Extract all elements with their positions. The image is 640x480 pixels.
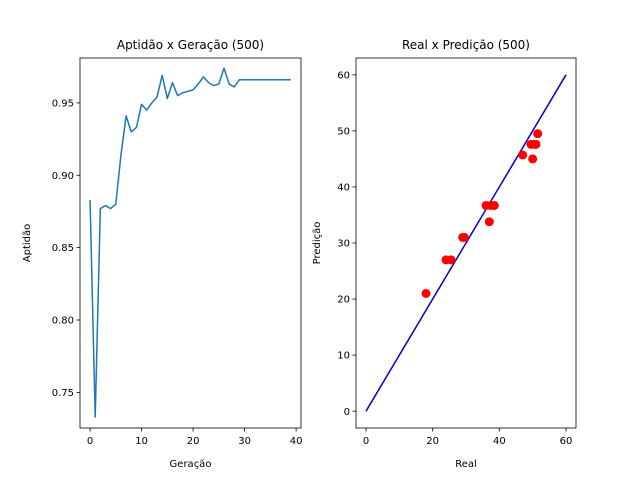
y-tick-label: 0.85	[52, 243, 74, 254]
fitness-chart-ylabel: Aptidão	[22, 224, 33, 262]
x-tick-label: 20	[426, 436, 439, 447]
y-tick-label: 30	[337, 239, 350, 250]
fitness-chart-title: Aptidão x Geração (500)	[117, 38, 264, 52]
scatter-point	[528, 154, 538, 164]
scatter-point	[446, 255, 456, 265]
x-tick-label: 0	[87, 436, 93, 447]
y-tick-label: 0.75	[52, 388, 74, 399]
y-tick-label: 20	[337, 295, 350, 306]
scatter-point	[484, 217, 494, 227]
scatter-point	[533, 129, 543, 139]
fitness-series-line	[89, 67, 291, 418]
x-tick-label: 0	[363, 436, 369, 447]
scatter-point	[421, 288, 431, 298]
y-tick-label: 10	[337, 351, 350, 362]
y-tick-label: 0.95	[52, 98, 74, 109]
y-tick-label: 60	[337, 70, 350, 81]
scatter-point	[531, 139, 541, 149]
y-tick-label: 40	[337, 183, 350, 194]
y-tick-label: 0	[344, 407, 350, 418]
x-tick-label: 40	[290, 436, 303, 447]
scatter-point	[518, 150, 528, 160]
reference-line	[365, 74, 567, 412]
y-tick-label: 0.90	[52, 171, 74, 182]
fitness-chart-frame	[79, 57, 302, 429]
x-tick-label: 20	[187, 436, 200, 447]
scatter-point	[459, 232, 469, 242]
x-tick-label: 30	[238, 436, 251, 447]
prediction-chart-frame	[355, 57, 577, 429]
x-tick-label: 10	[135, 436, 148, 447]
x-tick-label: 40	[493, 436, 506, 447]
prediction-chart-ylabel: Predição	[312, 222, 323, 265]
y-tick-label: 50	[337, 126, 350, 137]
prediction-chart-title: Real x Predição (500)	[402, 38, 530, 52]
scatter-point	[489, 200, 499, 210]
prediction-chart: Real x Predição (500) 0 20 40 60 0 10 20 30 40 50…	[312, 38, 577, 470]
x-tick-label: 60	[560, 436, 573, 447]
fitness-chart-xlabel: Geração	[170, 459, 212, 470]
y-tick-label: 0.80	[52, 316, 74, 327]
fitness-chart: Aptidão x Geração (500) 0 10 20 30 40 0.75 0.8…	[22, 38, 302, 470]
prediction-chart-xlabel: Real	[455, 459, 477, 470]
